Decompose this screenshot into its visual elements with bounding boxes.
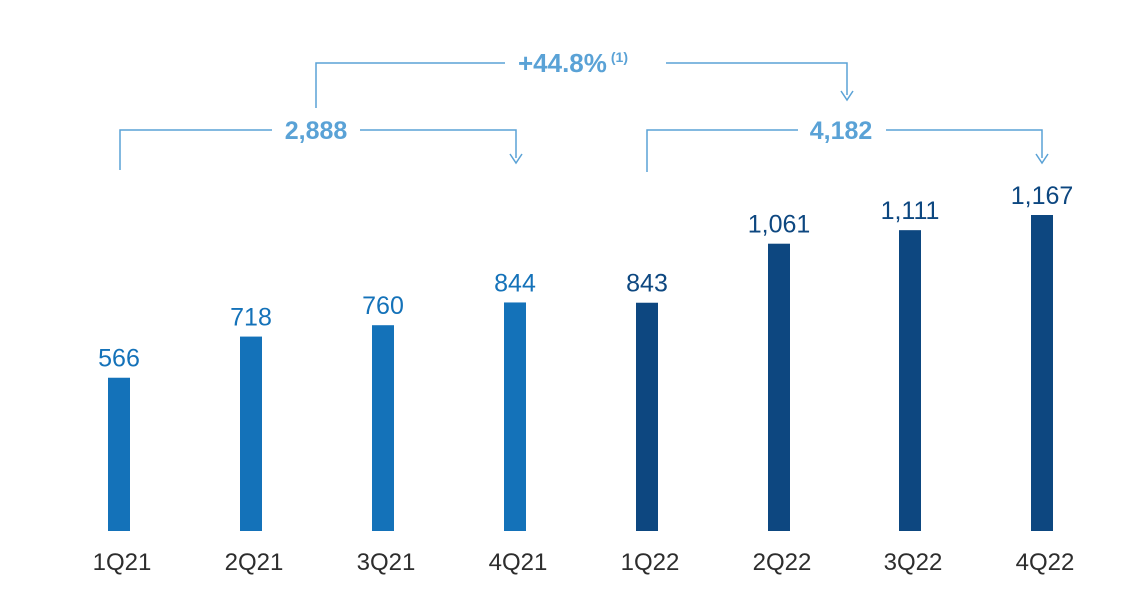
category-labels-group: 1Q21 2Q21 3Q21 4Q21 1Q22 2Q22 3Q22 4Q22 bbox=[93, 549, 1075, 576]
bar-4q21 bbox=[504, 302, 526, 531]
bar-1q22 bbox=[636, 302, 658, 531]
growth-label: +44.8% bbox=[518, 48, 607, 78]
category-label-4q21: 4Q21 bbox=[489, 549, 548, 576]
bar-2q22 bbox=[768, 243, 790, 532]
category-label-2q21: 2Q21 bbox=[225, 549, 284, 576]
total-2022-label: 4,182 bbox=[810, 117, 873, 145]
category-label-3q22: 3Q22 bbox=[884, 549, 943, 576]
value-label-4q21: 844 bbox=[494, 269, 536, 297]
bar-1q21 bbox=[108, 377, 130, 531]
bar-4q22 bbox=[1031, 215, 1053, 531]
value-label-4q22: 1,167 bbox=[1011, 182, 1074, 210]
bracket-2021: 2,888 bbox=[119, 117, 523, 170]
growth-footnote-marker: (1) bbox=[611, 49, 628, 65]
bracket-2022-arrowhead bbox=[1035, 153, 1049, 165]
category-label-4q22: 4Q22 bbox=[1016, 549, 1075, 576]
bar-3q22 bbox=[899, 230, 921, 531]
value-label-3q21: 760 bbox=[362, 292, 404, 320]
category-label-1q21: 1Q21 bbox=[93, 549, 152, 576]
bar-2q21 bbox=[240, 336, 262, 531]
bracket-2022: 4,182 bbox=[646, 117, 1049, 172]
value-label-1q21: 566 bbox=[98, 345, 140, 373]
total-2021-label: 2,888 bbox=[285, 117, 348, 145]
bar-3q21 bbox=[372, 325, 394, 531]
value-label-2q22: 1,061 bbox=[748, 211, 811, 239]
category-label-3q21: 3Q21 bbox=[357, 549, 416, 576]
growth-label-group: +44.8% (1) bbox=[518, 48, 628, 78]
category-label-2q22: 2Q22 bbox=[753, 549, 812, 576]
bracket-2021-arrowhead bbox=[509, 153, 523, 165]
value-label-3q22: 1,111 bbox=[881, 197, 940, 225]
growth-bracket: +44.8% (1) bbox=[315, 48, 854, 108]
value-labels-group: 566 718 760 844 843 1,061 1,111 1,167 bbox=[98, 182, 1073, 373]
growth-arrowhead bbox=[840, 90, 854, 102]
category-label-1q22: 1Q22 bbox=[621, 549, 680, 576]
bars-group bbox=[108, 215, 1053, 532]
value-label-1q22: 843 bbox=[626, 270, 668, 298]
value-label-2q21: 718 bbox=[230, 304, 272, 332]
